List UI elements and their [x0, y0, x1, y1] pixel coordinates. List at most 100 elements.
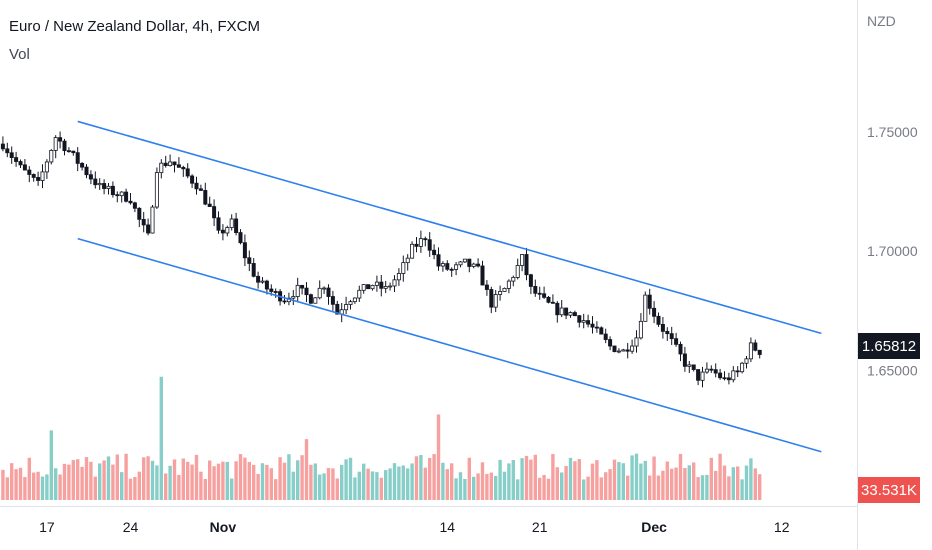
volume-bar [318, 474, 322, 500]
volume-bar [102, 460, 106, 500]
volume-bar [652, 456, 656, 500]
channel-upper-line[interactable] [77, 120, 822, 335]
time-tick-label: 17 [39, 519, 55, 535]
volume-bar [265, 464, 269, 500]
volume-bar [705, 474, 709, 500]
candle [185, 163, 190, 179]
candle [410, 241, 415, 259]
candle [348, 299, 353, 310]
chart-title: Euro / New Zealand Dollar, 4h, FXCM [9, 18, 260, 35]
volume-bar [480, 462, 485, 500]
volume-bar [155, 465, 159, 500]
candle [533, 279, 538, 297]
candle [203, 182, 208, 206]
volume-bar [80, 466, 84, 500]
time-axis[interactable]: 17 24 Nov 14 21 Dec 12 [39, 519, 790, 535]
candle [594, 321, 599, 333]
volume-bar [93, 476, 97, 500]
candle [744, 356, 749, 369]
candle [295, 277, 300, 303]
volume-bar [287, 454, 291, 500]
candle [9, 146, 14, 164]
candle [66, 147, 71, 153]
volume-bar [190, 464, 194, 500]
volume-bar [472, 476, 476, 500]
volume-bar [608, 469, 612, 500]
volume-bar [1, 469, 5, 500]
volume-bar [758, 474, 762, 500]
price-tick-label: 1.75000 [867, 124, 918, 140]
candle [440, 261, 445, 272]
candle [577, 314, 582, 328]
volume-bar [89, 461, 93, 500]
candle [36, 171, 41, 186]
candle [621, 348, 626, 352]
candle [687, 360, 692, 373]
volume-bar [331, 468, 335, 500]
volume-indicator-label[interactable]: Vol [9, 46, 30, 63]
volume-bar [291, 471, 295, 500]
volume-bar [674, 467, 678, 500]
volume-bar [392, 463, 397, 500]
candle [190, 174, 195, 188]
candle [678, 341, 683, 362]
currency-label: NZD [867, 13, 896, 29]
candle [49, 149, 54, 165]
volume-bar [243, 457, 247, 500]
candle [5, 142, 10, 158]
candle [489, 286, 494, 314]
candle [700, 366, 705, 388]
candle [238, 229, 243, 245]
candle [432, 244, 437, 260]
volume-bar [322, 473, 326, 500]
candle [634, 330, 639, 353]
candle [326, 284, 331, 305]
volume-bar [529, 459, 533, 500]
candle [669, 326, 674, 345]
candle [40, 164, 45, 189]
candle [141, 211, 146, 233]
candle [80, 162, 85, 171]
candle [14, 151, 19, 167]
volume-bar [234, 461, 238, 500]
volume-bar [282, 462, 287, 500]
candle [352, 297, 357, 304]
volume-bar [98, 463, 102, 500]
volume-bar [54, 468, 58, 500]
volume-bar [419, 455, 423, 500]
candle [608, 336, 613, 351]
candle [344, 296, 349, 314]
volume-bar [577, 459, 581, 500]
candle [757, 349, 762, 359]
channel-lines[interactable] [77, 120, 822, 453]
volume-bar [573, 461, 577, 500]
volume-bar [595, 460, 599, 500]
candle [625, 342, 630, 359]
channel-lower-line[interactable] [77, 237, 822, 453]
volume-bar [744, 465, 749, 500]
candle [691, 364, 696, 372]
volume-bar [230, 478, 234, 500]
candle [484, 280, 489, 296]
candle [194, 176, 199, 195]
candle [330, 290, 335, 311]
candle [704, 362, 709, 374]
volume-bar [120, 472, 124, 500]
candle [146, 218, 151, 236]
candle [753, 339, 758, 352]
volume-bar [551, 454, 555, 500]
volume-bar [326, 468, 331, 500]
volume-bar [40, 476, 45, 500]
candle [176, 157, 181, 168]
volume-bar [137, 471, 141, 500]
candle [168, 154, 173, 167]
candle [291, 290, 296, 306]
candle [212, 199, 217, 227]
candle [682, 346, 687, 372]
volume-bar [71, 460, 75, 500]
volume-bar [388, 468, 392, 500]
candle [537, 286, 542, 300]
candle [234, 212, 239, 236]
